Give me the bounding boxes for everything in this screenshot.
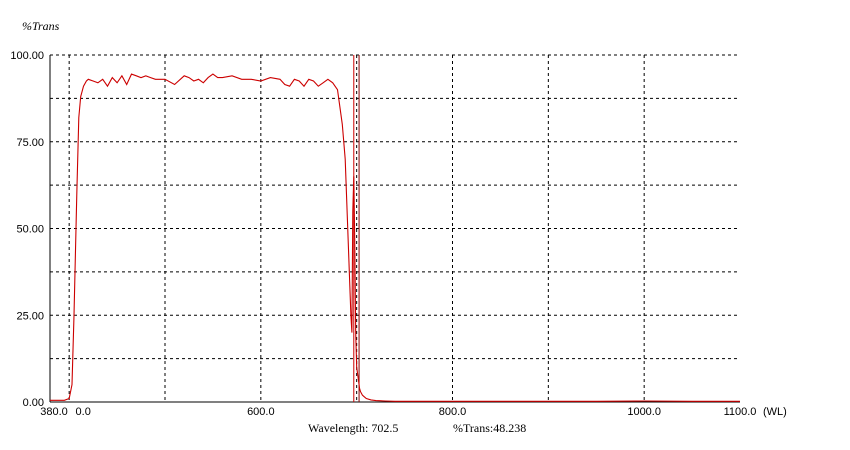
wavelength-readout: Wavelength: 702.5 [308,421,398,435]
y-tick-label: 100.00 [10,50,44,62]
cursor-markers[interactable] [353,55,360,402]
y-tick-label: 25.00 [16,310,44,322]
x-tick-label: 800.0 [439,406,467,418]
x-axis-title: (WL) [763,406,787,418]
y-tick-label: 75.00 [16,137,44,149]
axes [49,55,740,403]
x-tick-label: 1000.0 [627,406,661,418]
y-tick-labels: 0.00 25.00 50.00 75.00 100.00 [10,50,44,409]
x-tick-label: 0.0 [76,406,91,418]
y-tick-label: 50.00 [16,224,44,236]
series-group [50,73,740,402]
grid-lines [50,54,740,402]
x-tick-labels: 380.0 0.0 600.0 800.0 1000.0 1100.0 [40,406,756,418]
y-axis-title: %Trans [22,19,60,33]
transmission-series-line [50,73,740,402]
y-tick-label: 0.00 [23,397,44,409]
trans-readout: %Trans:48.238 [453,421,526,435]
x-tick-label: 600.0 [247,406,275,418]
x-tick-label: 380.0 [40,406,68,418]
x-tick-label: 1100.0 [724,406,757,418]
